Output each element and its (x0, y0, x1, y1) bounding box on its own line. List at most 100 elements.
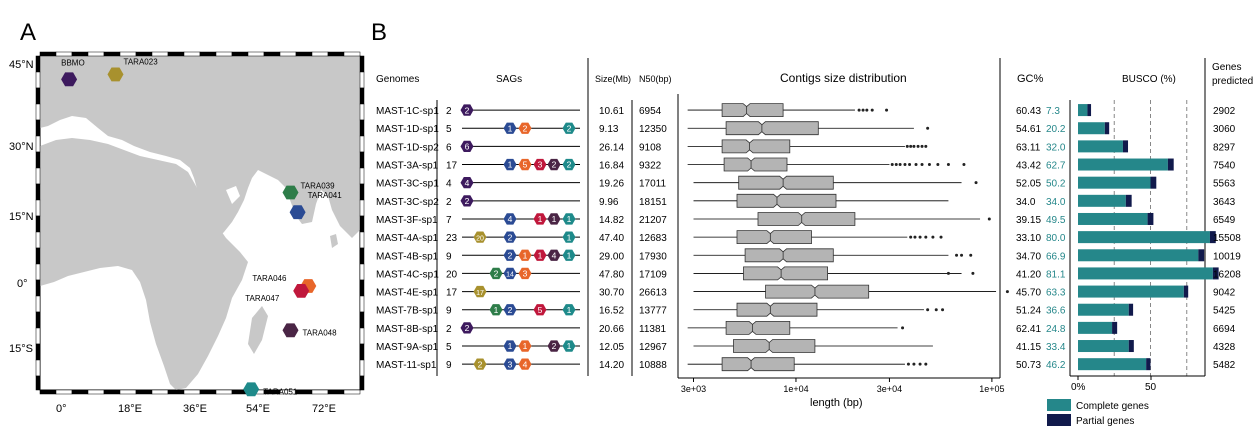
busco-partial-bar (1167, 158, 1174, 171)
sag-hexagon-label: 4 (508, 214, 513, 224)
map-frame-tick (359, 55, 365, 73)
sag-hexagon (473, 285, 487, 298)
sag-hexagon (518, 340, 532, 352)
station-marker (293, 284, 310, 298)
sag-hexagon (547, 249, 561, 261)
genome-name: MAST-1D-sp1 (376, 124, 439, 135)
map-frame-tick (359, 215, 365, 233)
busco-value: 81.1 (1046, 269, 1066, 280)
sag-hexagon (533, 158, 547, 171)
map-frame-tick (359, 103, 365, 121)
genome-row: MAST-3C-sp1 4 4 19.26 17011 52.05 50.2 5563 (376, 175, 1236, 190)
sag-hexagon-label: 5 (523, 160, 528, 170)
contig-outlier (920, 144, 924, 148)
sag-hexagon (547, 158, 561, 171)
n50-value: 18151 (639, 197, 667, 208)
lat-label-15n: 15°N (9, 211, 34, 223)
gc-value: 50.73 (1016, 360, 1041, 371)
sag-hexagon (503, 249, 517, 261)
size-value: 16.84 (599, 161, 624, 172)
size-value: 14.20 (599, 360, 624, 371)
busco-value: 33.4 (1046, 342, 1066, 353)
lat-label-0: 0° (17, 278, 28, 290)
n50-value: 13777 (639, 306, 667, 317)
contig-outlier (901, 326, 905, 330)
map-frame-tick (359, 231, 365, 249)
contig-box (721, 139, 791, 154)
busco-partial-bar (1125, 194, 1132, 207)
sag-hexagon-label: 2 (465, 196, 470, 206)
map-frame-tick (247, 51, 265, 57)
busco-complete-bar (1078, 303, 1129, 316)
genome-name: MAST-3F-sp1 (376, 215, 438, 226)
genome-row: MAST-1D-sp2 6 6 26.14 9108 63.11 32.0 8297 (376, 139, 1236, 154)
map-frame-tick (35, 263, 41, 281)
contig-outlier (906, 362, 910, 366)
map-frame-tick (359, 87, 365, 105)
busco-value: 66.9 (1046, 251, 1066, 262)
sag-hexagon-label: 1 (538, 214, 543, 224)
busco-tick-label-0: 0% (1071, 382, 1086, 393)
contig-outlier (905, 144, 909, 148)
contig-outlier (912, 362, 916, 366)
header-size: Size(Mb) (595, 74, 631, 84)
genes-value: 7540 (1213, 161, 1236, 172)
legend-partial-label: Partial genes (1076, 416, 1134, 427)
header-n50: N50(bp) (639, 74, 672, 84)
busco-complete-bar (1078, 321, 1113, 334)
sag-count: 23 (446, 233, 458, 244)
map-frame-tick (71, 389, 89, 395)
contig-tick-label: 1e+04 (783, 384, 808, 394)
contig-outlier (924, 362, 928, 366)
map-frame-tick (119, 51, 137, 57)
sag-hexagon (533, 304, 547, 316)
station-marker (61, 72, 78, 87)
contig-outlier (865, 108, 869, 112)
station-label: TARA023 (124, 57, 159, 66)
land-masses (40, 56, 360, 390)
sag-count: 7 (446, 215, 452, 226)
map-frame-tick (359, 135, 365, 153)
land-arabia-gulf-cut (226, 186, 240, 204)
n50-value: 17011 (639, 179, 667, 190)
genome-name: MAST-1D-sp2 (376, 142, 439, 153)
map-frame-tick (359, 247, 365, 265)
map-frame-tick (87, 51, 105, 57)
n50-value: 26613 (639, 288, 667, 299)
size-value: 19.26 (599, 179, 624, 190)
sag-hexagon-label: 1 (567, 341, 572, 351)
map-frame-tick (35, 167, 41, 185)
lon-label-0: 0° (56, 403, 67, 415)
sag-hexagon (562, 158, 576, 171)
sag-hexagon-label: 1 (494, 305, 499, 315)
contig-outlier (987, 217, 991, 221)
station-label: TARA046 (252, 274, 287, 283)
map-frame-tick (231, 51, 249, 57)
sag-hexagon (562, 231, 576, 243)
size-value: 30.70 (599, 288, 624, 299)
lon-label-36e: 36°E (183, 403, 207, 415)
busco-complete-bar (1078, 285, 1184, 298)
table-rows: MAST-1C-sp1 2 2 10.61 6954 60.43 7.3 2902MAST-1… (376, 100, 1241, 376)
genes-value: 15508 (1213, 233, 1241, 244)
genes-value: 3643 (1213, 197, 1236, 208)
sag-hexagon (503, 267, 517, 280)
map-frame-tick (359, 327, 365, 345)
n50-value: 10888 (639, 360, 667, 371)
busco-partial-bar (1128, 340, 1134, 353)
busco-complete-bar (1078, 267, 1213, 280)
busco-value: 63.3 (1046, 288, 1066, 299)
sag-count: 2 (446, 106, 452, 117)
contigs-axis: 3e+03 1e+04 3e+04 1e+05 length (bp) (678, 377, 1005, 409)
contig-box (736, 193, 837, 208)
genome-row: MAST-3A-sp1 17 1 5 3 2 2 16.84 9322 43.42 62.7 7540 (376, 157, 1236, 172)
station-label: TARA048 (302, 328, 337, 337)
contig-outlier (885, 108, 889, 112)
lon-label-18e: 18°E (118, 403, 142, 415)
table-header: Genomes SAGs Size(Mb) N50(bp) Contigs si… (376, 62, 1253, 87)
gc-value: 62.41 (1016, 324, 1041, 335)
map-frame-tick (35, 71, 41, 89)
contig-outlier (918, 235, 922, 239)
sag-count: 17 (446, 161, 458, 172)
map-frame-tick (359, 167, 365, 185)
